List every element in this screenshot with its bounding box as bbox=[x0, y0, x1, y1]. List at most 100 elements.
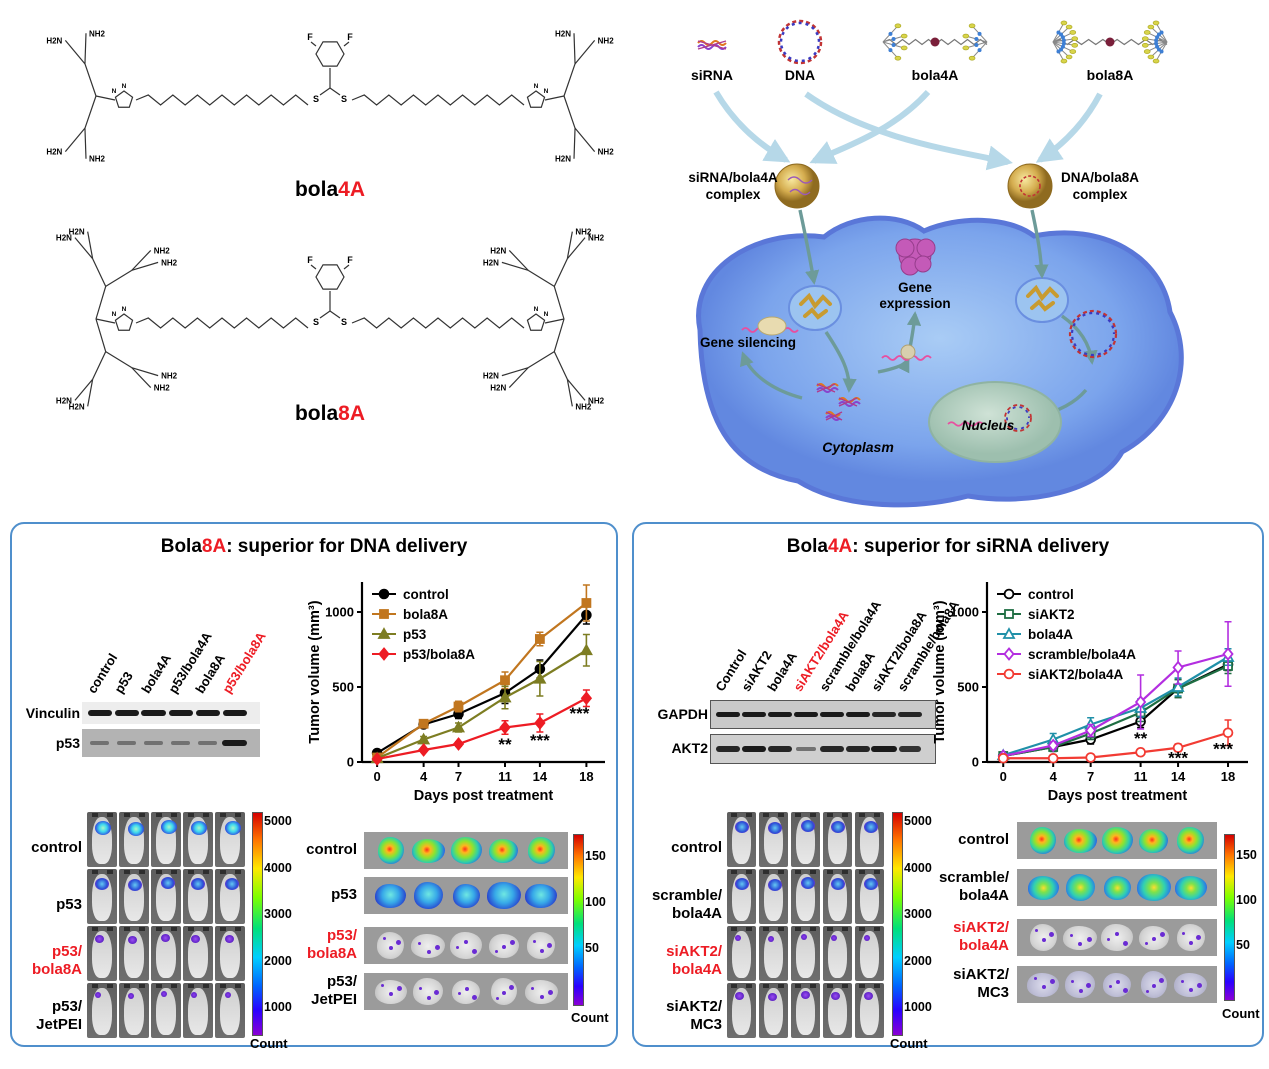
bioluminescence-signal bbox=[830, 992, 840, 1001]
x-axis-label: Days post treatment bbox=[414, 788, 554, 804]
legend-label: scramble/bola4A bbox=[1028, 647, 1136, 662]
x-tick-label: 14 bbox=[533, 769, 548, 784]
complex-right-label: complex bbox=[1073, 187, 1128, 202]
y-tick-label: 1000 bbox=[950, 605, 979, 620]
blot-band bbox=[846, 746, 870, 752]
right-western-blot: Control siAKT2 bola4A siAKT2/bola4A scramble… bbox=[634, 524, 962, 774]
amine-terminal-label: NH2 bbox=[154, 384, 171, 393]
amine-terminal-label: H2N bbox=[483, 258, 499, 267]
legend-label: control bbox=[1028, 587, 1074, 602]
y-axis-label: Tumor volume (mm³) bbox=[932, 600, 948, 743]
colorbar-tick: 1000 bbox=[264, 1000, 292, 1015]
mouse-image bbox=[855, 812, 884, 867]
y-tick-label: 500 bbox=[332, 680, 354, 695]
treatment-row-label: control bbox=[671, 839, 722, 856]
mouse-image bbox=[855, 926, 884, 981]
tumor-image bbox=[1140, 971, 1167, 998]
tumor-image bbox=[524, 979, 558, 1004]
y-tick-label: 0 bbox=[972, 755, 979, 770]
colorbar-tick: 5000 bbox=[904, 813, 932, 828]
bioluminescence-signal bbox=[767, 935, 774, 942]
x-tick-label: 14 bbox=[1171, 769, 1186, 784]
sulfur-label: S bbox=[341, 94, 347, 104]
tumor-image bbox=[1101, 924, 1133, 951]
amine-terminal-label: H2N bbox=[490, 246, 506, 255]
blot-band bbox=[794, 711, 818, 718]
mouse-image bbox=[119, 869, 149, 924]
mouse-image bbox=[151, 812, 181, 867]
legend-label: p53/bola8A bbox=[403, 647, 475, 662]
blot-band bbox=[716, 746, 740, 752]
blot-band bbox=[846, 711, 870, 718]
mouse-image bbox=[119, 926, 149, 981]
bioluminescence-signal bbox=[830, 821, 845, 834]
panel-bola4a-sirna-delivery: Bola4A: superior for siRNA delivery Cont… bbox=[632, 522, 1264, 1051]
tumor-image bbox=[489, 838, 519, 863]
amine-terminal-label: H2N bbox=[69, 228, 85, 237]
mouse-image bbox=[215, 983, 245, 1038]
tumor-image bbox=[488, 933, 519, 958]
nitrogen-label: N bbox=[534, 83, 539, 90]
amine-terminal-label: H2N bbox=[56, 396, 72, 405]
tumor-strip bbox=[1017, 869, 1217, 906]
y-axis-label: Tumor volume (mm³) bbox=[307, 600, 323, 743]
blot-row-label: GAPDH bbox=[657, 705, 708, 722]
complex-left-label: siRNA/bola4A bbox=[688, 170, 778, 185]
bioluminescence-signal bbox=[800, 877, 815, 890]
treatment-row-label: siAKT2/bola4A bbox=[666, 943, 722, 978]
blot-row-label: p53 bbox=[55, 735, 80, 751]
tumor-image bbox=[1063, 925, 1098, 950]
mouse-image bbox=[727, 869, 756, 924]
tumor-image bbox=[1177, 827, 1205, 854]
mouse-image bbox=[727, 812, 756, 867]
treatment-row-label: p53/JetPEI bbox=[36, 998, 82, 1033]
blot-band bbox=[195, 710, 220, 716]
x-tick-label: 11 bbox=[1134, 769, 1148, 784]
tumor-strip bbox=[364, 877, 568, 914]
amine-terminal-label: H2N bbox=[555, 155, 571, 164]
mouse-image bbox=[183, 812, 213, 867]
tumor-image bbox=[411, 838, 445, 863]
bioluminescence-signal bbox=[161, 877, 176, 890]
tumor-image bbox=[450, 837, 482, 864]
mouse-image bbox=[823, 926, 852, 981]
nitrogen-label: N bbox=[112, 88, 117, 95]
mouse-image bbox=[183, 869, 213, 924]
treatment-row-label: p53 bbox=[56, 896, 82, 913]
mouse-image bbox=[791, 926, 820, 981]
bioluminescence-signal bbox=[735, 820, 750, 833]
bioluminescence-signal bbox=[128, 821, 144, 836]
colorbar bbox=[252, 812, 263, 1036]
mouse-image bbox=[215, 812, 245, 867]
mouse-image bbox=[87, 812, 117, 867]
bioluminescence-signal bbox=[128, 992, 134, 999]
fluorine-label: F bbox=[307, 32, 313, 42]
dna-label: DNA bbox=[785, 67, 815, 83]
tumor-image bbox=[1103, 972, 1131, 997]
bioluminescence-signal bbox=[161, 991, 168, 998]
tumor-image bbox=[374, 979, 407, 1004]
mouse-image bbox=[791, 983, 820, 1038]
colorbar-tick: 3000 bbox=[264, 907, 292, 922]
nitrogen-label: N bbox=[122, 306, 127, 313]
tumor-image bbox=[1138, 925, 1169, 950]
colorbar-count-label: Count bbox=[250, 1036, 288, 1051]
treatment-row-label: siAKT2/MC3 bbox=[666, 998, 722, 1033]
blot-band bbox=[898, 746, 922, 752]
bioluminescence-signal bbox=[95, 820, 112, 835]
bioluminescence-signal bbox=[830, 935, 837, 942]
nitrogen-label: N bbox=[112, 311, 117, 318]
bioluminescence-signal bbox=[800, 934, 807, 941]
bioluminescence-signal bbox=[128, 878, 142, 891]
tumor-strip bbox=[1017, 919, 1217, 956]
bioluminescence-signal bbox=[735, 934, 742, 941]
mouse-image bbox=[151, 983, 181, 1038]
colorbar bbox=[892, 812, 903, 1036]
sulfur-label: S bbox=[313, 317, 319, 327]
mouse-image bbox=[791, 869, 820, 924]
bioluminescence-signal bbox=[830, 878, 845, 891]
bioluminescence-signal bbox=[95, 991, 102, 998]
bioluminescence-signal bbox=[735, 877, 750, 890]
blot-band bbox=[796, 747, 816, 751]
